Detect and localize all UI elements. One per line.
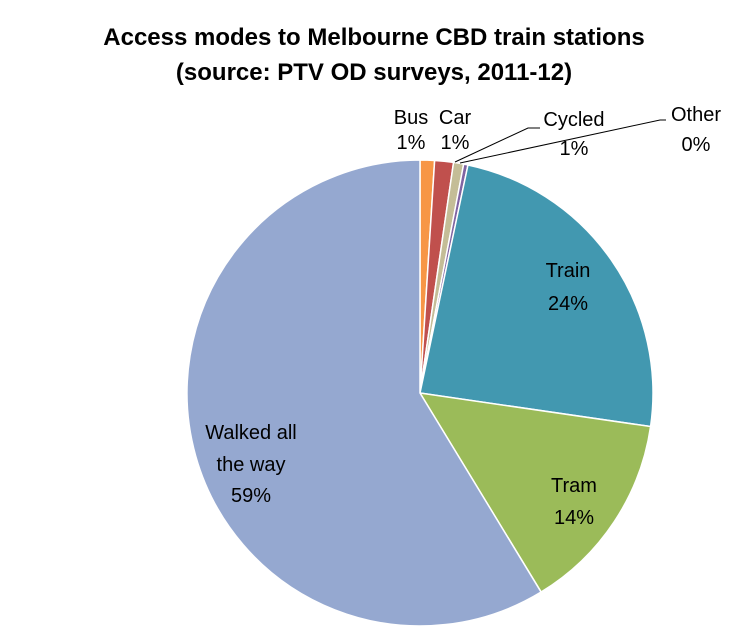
slice-value-cycled: 1% [560, 138, 589, 160]
slice-label-cycled: Cycled [543, 109, 604, 131]
leader-line-other [459, 119, 666, 164]
pie-slice-walked-all-the-way [186, 159, 543, 627]
leader-lines [454, 119, 666, 164]
slice-label-walked-line2: the way [217, 454, 286, 476]
pie-slice-train [419, 164, 654, 428]
slice-label-walked-line1: Walked all [205, 422, 297, 444]
slice-label-car: Car [439, 107, 472, 129]
slice-value-train: 24% [548, 293, 588, 315]
slice-label-bus: Bus [394, 107, 428, 129]
slice-value-bus: 1% [397, 132, 426, 154]
slice-value-other: 0% [682, 134, 711, 156]
slice-label-train: Train [546, 260, 591, 282]
pie-slices [186, 159, 654, 627]
slice-value-walked: 59% [231, 485, 271, 507]
slice-value-tram: 14% [554, 507, 594, 529]
slice-label-tram: Tram [551, 475, 597, 497]
leader-line-cycled [454, 127, 540, 163]
chart-subtitle: (source: PTV OD surveys, 2011-12) [176, 59, 572, 86]
slice-label-other: Other [671, 104, 721, 126]
slice-value-car: 1% [441, 132, 470, 154]
chart-title: Access modes to Melbourne CBD train stat… [103, 24, 644, 51]
pie-slice-tram [418, 392, 652, 594]
